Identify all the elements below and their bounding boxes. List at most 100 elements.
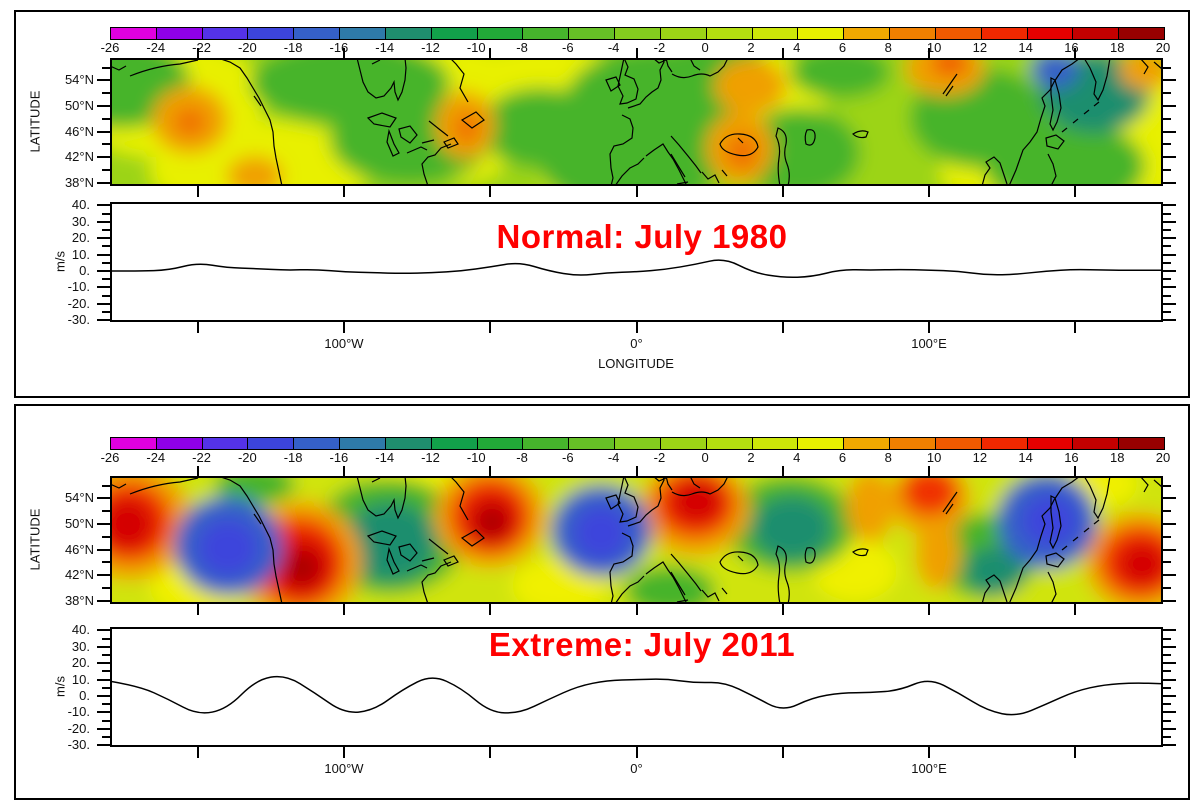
lat-tick-label: 54°N	[64, 72, 94, 88]
lon-tick	[781, 747, 784, 758]
colorbar-tick-label: 4	[793, 450, 801, 465]
lon-tick	[781, 186, 784, 197]
lon-tick-top	[635, 466, 638, 476]
lon-tick-top	[343, 48, 345, 58]
y-tick-label: -10.	[67, 704, 90, 720]
lat-tick-label: 42°N	[64, 567, 94, 583]
lon-tick	[343, 186, 345, 197]
lat-tick	[1163, 510, 1171, 513]
colorbar-tick-label: -20	[237, 450, 257, 465]
lat-tick	[102, 117, 110, 120]
lat-tick	[102, 510, 110, 513]
lon-tick	[489, 604, 492, 615]
lat-tick	[1163, 561, 1171, 564]
contour-map	[110, 58, 1163, 186]
lon-tick	[781, 322, 784, 333]
colorbar-tick-label: 12	[972, 450, 988, 465]
lat-tick	[97, 79, 110, 82]
lon-tick-label: 100°W	[324, 761, 364, 776]
y-tick	[1163, 278, 1171, 281]
lon-tick-label: 100°E	[911, 336, 947, 351]
lat-tick-label: 54°N	[64, 490, 94, 506]
colorbar-cell	[980, 438, 1027, 449]
y-tick	[97, 695, 110, 698]
panel-title: Normal: July 1980	[496, 218, 788, 255]
colorbar-tick-label: 16	[1064, 450, 1079, 465]
y-tick	[97, 237, 110, 240]
lon-tick	[635, 604, 638, 615]
y-tick	[1163, 253, 1176, 256]
colorbar-cell	[155, 28, 202, 39]
lat-tick	[97, 105, 110, 107]
y-tick	[97, 319, 110, 322]
y-tick	[1163, 302, 1176, 305]
colorbar-cell	[476, 28, 523, 39]
y-tick	[1163, 294, 1171, 297]
lat-tick	[102, 169, 110, 171]
lat-tick	[1163, 535, 1171, 538]
lon-tick	[1074, 186, 1077, 197]
colorbar-tick-label: -14	[375, 450, 395, 465]
lat-tick	[1163, 143, 1171, 146]
lon-tick-top	[781, 466, 784, 476]
lat-tick	[1163, 156, 1176, 159]
lat-tick	[102, 66, 110, 69]
colorbar-cell	[980, 28, 1027, 39]
colorbar-tick-label: -26	[100, 40, 120, 55]
lat-tick	[97, 523, 110, 525]
lat-tick	[97, 574, 110, 577]
lon-tick	[196, 186, 199, 197]
y-tick	[102, 703, 110, 706]
colorbar-cell	[111, 28, 156, 39]
colorbar-tick-label: 18	[1109, 450, 1125, 465]
colorbar-tick-label: 14	[1018, 450, 1033, 465]
y-tick-label: 30.	[71, 213, 90, 229]
y-tick	[97, 302, 110, 305]
colorbar-cell	[705, 438, 752, 449]
colorbar-cell	[659, 28, 706, 39]
colorbar-tick-label: 10	[926, 450, 942, 465]
lon-tick-top	[1074, 466, 1077, 476]
colorbar-tick-label: -16	[329, 450, 349, 465]
panel-title: Extreme: July 2011	[488, 626, 796, 663]
colorbar-tick-label: -10	[466, 450, 486, 465]
y-tick	[1163, 228, 1171, 231]
colorbar-cell	[293, 28, 340, 39]
y-tick	[1163, 711, 1176, 714]
lon-tick	[635, 322, 638, 333]
colorbar-tick-label: -12	[421, 40, 440, 55]
y-tick-label: 40.	[71, 622, 90, 638]
colorbar-tick-label: -8	[516, 450, 528, 465]
lat-tick	[102, 143, 110, 146]
y-tick	[102, 245, 110, 248]
lon-tick-top	[1074, 48, 1077, 58]
lat-tick	[1163, 484, 1171, 487]
lon-tick-label: 100°W	[324, 336, 364, 351]
y-tick	[1163, 744, 1176, 747]
colorbar-tick-label: -12	[421, 450, 440, 465]
colorbar-tick-label: -18	[283, 450, 303, 465]
colorbar-tick-label: 18	[1109, 40, 1125, 55]
lon-tick-label: 0°	[630, 761, 643, 776]
lon-tick	[635, 186, 638, 197]
colorbar-cell	[247, 28, 294, 39]
y-tick	[102, 637, 110, 640]
colorbar-cell	[1118, 438, 1165, 449]
lat-tick	[1163, 587, 1171, 589]
y-tick-label: 10.	[71, 671, 90, 687]
y-tick	[97, 270, 110, 273]
lat-tick	[1163, 105, 1176, 107]
y-tick	[1163, 695, 1176, 698]
colorbar-tick-label: -24	[146, 40, 166, 55]
lat-tick	[1163, 117, 1171, 120]
colorbar-cell	[522, 28, 569, 39]
y-tick	[97, 645, 110, 648]
lat-tick	[1163, 574, 1176, 577]
lat-tick	[97, 497, 110, 500]
y-tick	[97, 662, 110, 665]
colorbar-cell	[201, 438, 248, 449]
y-tick	[97, 744, 110, 747]
colorbar	[110, 27, 1165, 40]
y-tick	[97, 629, 110, 632]
y-tick-label: 0.	[79, 688, 90, 704]
